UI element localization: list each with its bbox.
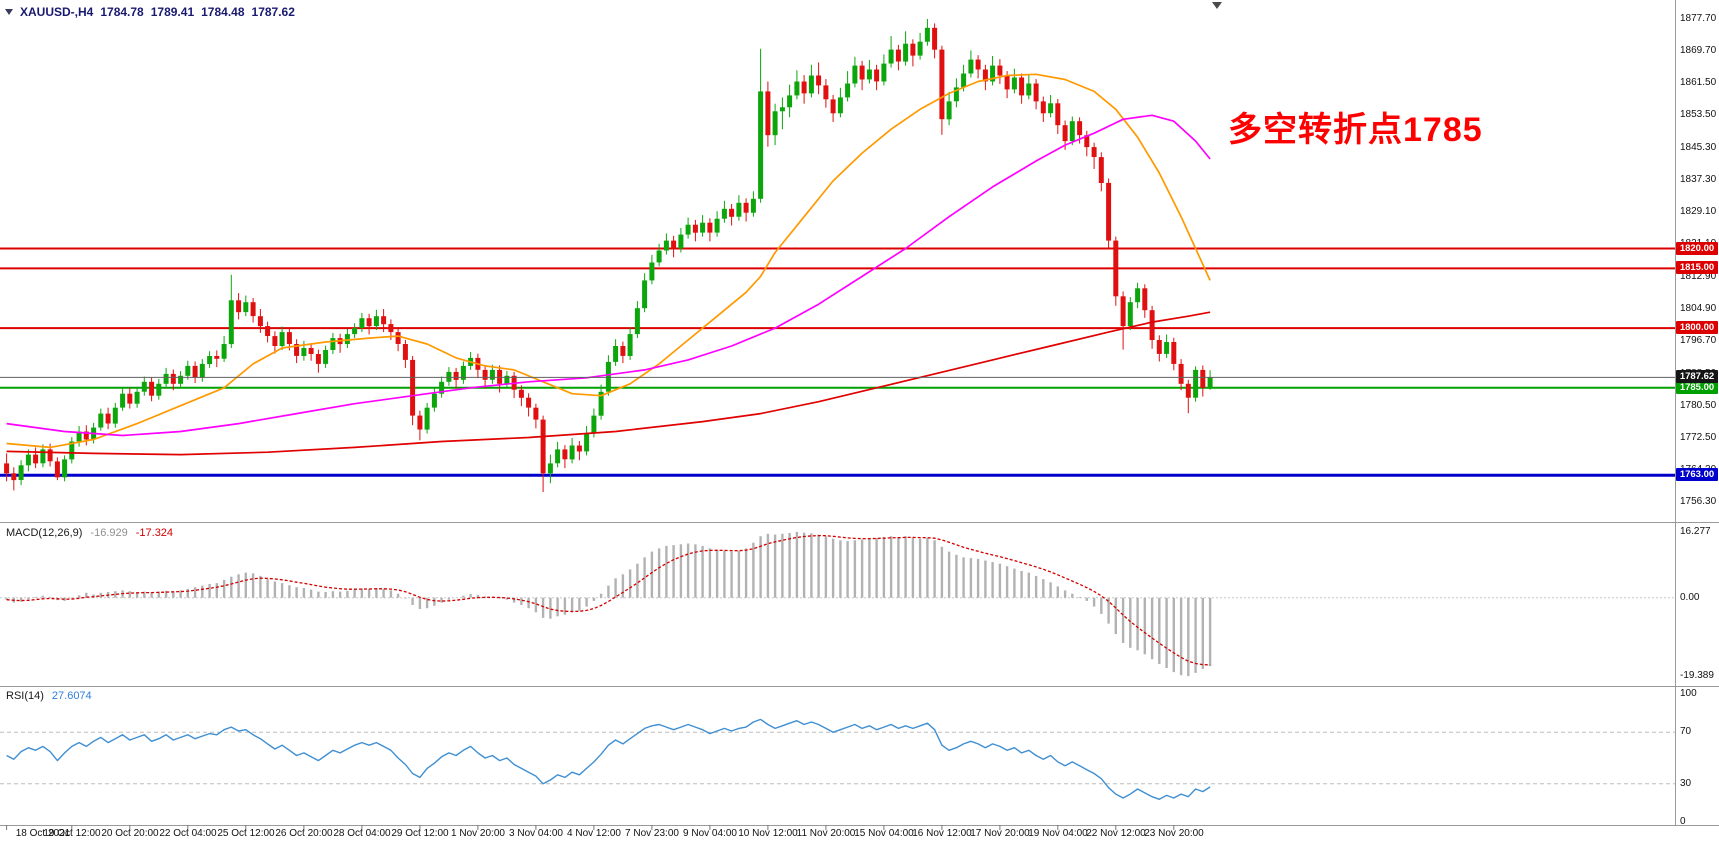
ma-slow-red[interactable] (6, 311, 1211, 456)
low-value: 1784.48 (201, 5, 245, 19)
macd-scale-min: -19.389 (1680, 670, 1714, 681)
chart-title: XAUUSD-,H4 1784.78 1789.41 1784.48 1787.… (5, 5, 295, 19)
candles[interactable] (4, 19, 1213, 492)
macd-scale-max: 16.277 (1680, 526, 1711, 537)
ma-fast-orange[interactable] (6, 73, 1211, 449)
chart-shift-marker-icon[interactable] (1212, 2, 1222, 9)
rsi-scale-70: 70 (1680, 726, 1692, 737)
macd-histogram (5, 531, 1212, 677)
collapse-arrow-icon[interactable] (5, 9, 13, 15)
ma-mid-magenta[interactable] (6, 114, 1211, 437)
annotation-text[interactable]: 多空转折点1785 (1228, 111, 1483, 149)
open-value: 1784.78 (100, 5, 144, 19)
macd-indicator-label: MACD(12,26,9) -16.929 -17.324 (6, 527, 173, 539)
rsi-scale-100: 100 (1680, 688, 1697, 699)
high-value: 1789.41 (150, 5, 195, 19)
macd-main-value: -16.929 (90, 527, 128, 539)
rsi-scale-30: 30 (1680, 778, 1692, 789)
rsi-value: 27.6074 (51, 690, 92, 702)
macd-scale-zero: 0.00 (1680, 592, 1700, 603)
symbol-period-label: XAUUSD-,H4 (20, 5, 94, 19)
rsi-scale-0: 0 (1680, 816, 1686, 827)
rsi-name: RSI(14) (6, 690, 44, 702)
macd-signal-line (6, 534, 1211, 666)
macd-name: MACD(12,26,9) (6, 527, 83, 539)
macd-signal-value: -17.324 (135, 527, 174, 539)
rsi-line (6, 718, 1211, 800)
close-value: 1787.62 (251, 5, 295, 19)
rsi-indicator-label: RSI(14) 27.6074 (6, 690, 92, 702)
